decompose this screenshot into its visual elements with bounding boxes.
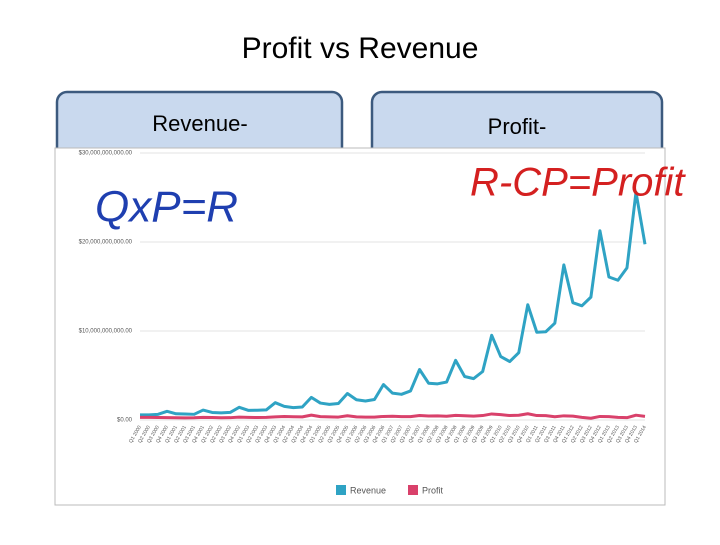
y-tick-label: $20,000,000,000.00 (79, 240, 133, 246)
handwritten-note: R-CP=Profit (470, 161, 686, 205)
y-tick-label: $30,000,000,000.00 (79, 151, 133, 157)
box-heading: Revenue- (152, 111, 247, 136)
series-line (139, 412, 646, 420)
chart-frame (54, 147, 666, 506)
slide-title: Profit vs Revenue (242, 32, 479, 65)
legend-swatch (336, 485, 346, 495)
legend-label: Profit (422, 485, 444, 495)
y-tick-label: $0.00 (117, 418, 133, 424)
box-heading: Profit- (488, 114, 547, 139)
y-tick-label: $10,000,000,000.00 (79, 329, 133, 335)
handwritten-note: QxP=R (95, 183, 238, 232)
legend-label: Revenue (350, 485, 386, 495)
series-line (139, 190, 647, 417)
legend-swatch (408, 485, 418, 495)
